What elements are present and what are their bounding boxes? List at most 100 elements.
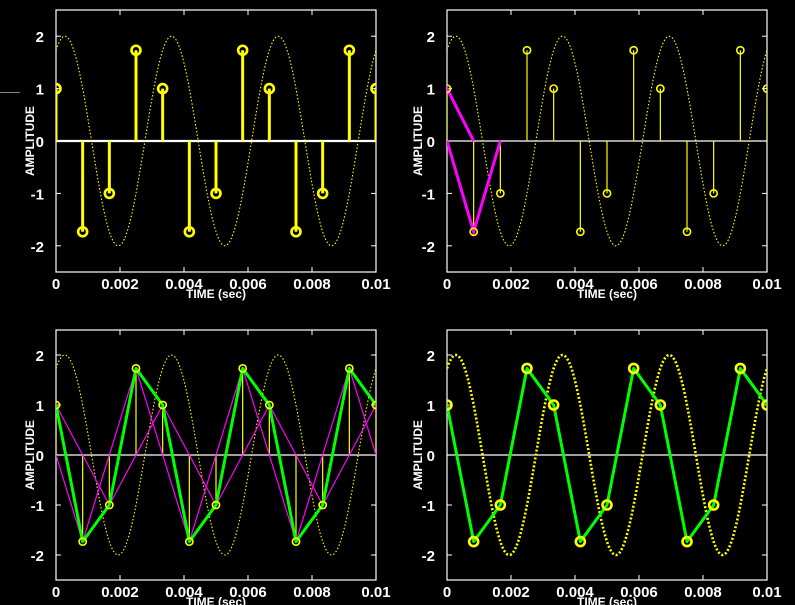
y-axis-label: AMPLITUDE — [23, 420, 37, 490]
sample-marker — [761, 399, 767, 411]
plot-area — [56, 35, 376, 247]
x-tick-label: 0.008 — [293, 584, 331, 601]
sample-marker — [56, 82, 62, 95]
y-tick-label: 0 — [36, 448, 44, 465]
panel-bottom-left: -2 -1 0 1 2 0 0.002 0.004 0.006 0.008 0.01 TIME (se… — [23, 329, 391, 605]
x-axis-label: TIME (sec) — [577, 287, 637, 301]
sample-marker — [78, 537, 88, 546]
sample-marker — [131, 363, 141, 373]
sample-marker — [494, 499, 507, 511]
sample-marker — [521, 362, 533, 375]
x-tick-label: 0.004 — [165, 584, 203, 601]
y-tick-label: 1 — [427, 398, 435, 415]
x-tick-label: 0 — [443, 276, 451, 293]
linear-interpolation — [447, 366, 767, 544]
sample-marker — [654, 399, 667, 411]
panel-bottom-right: -2 -1 0 1 2 0 0.002 0.004 0.006 0.008 0.01 TIME (se… — [411, 329, 782, 605]
sample-marker — [655, 84, 665, 93]
linear-interpolation — [56, 366, 376, 544]
x-tick-label: 0.004 — [556, 276, 594, 293]
sample-marker — [291, 537, 301, 546]
continuous-sinusoid — [447, 353, 767, 557]
sample-marker — [469, 227, 479, 237]
x-tick-label: 0.006 — [229, 276, 267, 293]
sample-marker — [447, 399, 453, 411]
y-tick-label: 2 — [36, 29, 44, 46]
sample-marker — [447, 84, 452, 93]
x-axis-label: TIME (sec) — [186, 595, 246, 605]
sample-marker — [130, 44, 142, 57]
y-axis-label: AMPLITUDE — [411, 106, 425, 176]
x-tick-label: 0.006 — [229, 584, 267, 601]
sample-marker — [734, 362, 747, 375]
sample-marker — [183, 225, 196, 238]
triangle-pulse — [447, 140, 502, 238]
x-tick-label: 0.004 — [165, 276, 203, 293]
sample-marker — [76, 225, 89, 238]
triangle-pulse — [348, 403, 376, 456]
x-tick-label: 0 — [52, 584, 60, 601]
sample-marker — [316, 187, 329, 200]
panel-top-right: -2 -1 0 1 2 0 0.002 0.004 0.006 0.008 0.01 TIME (se… — [411, 9, 782, 301]
sample-marker — [575, 227, 585, 237]
plot-area — [447, 35, 767, 247]
sample-marker — [629, 45, 639, 55]
y-tick-label: -1 — [31, 498, 44, 515]
sample-marker — [158, 400, 168, 410]
sample-marker — [104, 500, 114, 510]
y-tick-label: 1 — [36, 398, 44, 415]
y-tick-label: -1 — [422, 186, 435, 203]
x-tick-label: 0.008 — [293, 276, 331, 293]
y-axis-label: AMPLITUDE — [411, 420, 425, 490]
sample-marker — [211, 500, 221, 510]
sample-marker — [627, 362, 640, 375]
continuous-sinusoid — [56, 35, 376, 247]
sample-marker — [681, 535, 693, 548]
sample-marker — [238, 363, 248, 373]
y-tick-label: 1 — [427, 82, 435, 99]
panel-top-left: -2 -1 0 1 2 0 0.002 0.004 0.006 0.008 0.01 TIME (se… — [23, 9, 391, 301]
y-tick-label: -1 — [422, 498, 435, 515]
sample-marker — [735, 45, 745, 55]
x-axis-label: TIME (sec) — [186, 287, 246, 301]
y-tick-label: -2 — [31, 548, 44, 565]
sample-marker — [156, 82, 169, 95]
sample-marker — [709, 188, 719, 198]
x-tick-label: 0.006 — [620, 276, 658, 293]
x-tick-label: 0.01 — [752, 584, 781, 601]
y-tick-label: 0 — [427, 134, 435, 151]
sample-marker — [549, 84, 559, 93]
sample-marker — [601, 499, 613, 511]
slide-divider-line — [0, 92, 20, 93]
plot-area — [56, 354, 376, 556]
x-tick-label: 0.002 — [101, 584, 139, 601]
x-tick-label: 0.008 — [684, 276, 722, 293]
x-tick-label: 0.002 — [101, 276, 139, 293]
y-tick-label: 0 — [36, 134, 44, 151]
x-tick-label: 0.002 — [492, 276, 530, 293]
y-tick-label: -1 — [31, 186, 44, 203]
continuous-sinusoid — [447, 35, 767, 247]
sample-marker — [547, 399, 560, 411]
y-tick-label: -2 — [422, 548, 435, 565]
sample-marker — [236, 44, 249, 57]
y-tick-label: 2 — [427, 348, 435, 365]
y-tick-label: 0 — [427, 448, 435, 465]
y-tick-label: 2 — [36, 348, 44, 365]
y-tick-label: 2 — [427, 29, 435, 46]
y-tick-label: -2 — [31, 239, 44, 256]
sample-marker — [707, 499, 720, 511]
x-tick-label: 0 — [443, 584, 451, 601]
x-tick-label: 0.01 — [752, 276, 781, 293]
continuous-sinusoid — [56, 354, 376, 556]
sample-marker — [264, 400, 274, 410]
triangle-pulse — [447, 85, 475, 142]
sample-marker — [370, 82, 376, 95]
x-tick-label: 0.008 — [684, 584, 722, 601]
triangle-pulse — [56, 403, 84, 456]
sample-marker — [210, 187, 222, 200]
sample-marker — [602, 188, 612, 198]
x-tick-label: 0 — [52, 276, 60, 293]
sample-marker — [682, 227, 692, 237]
